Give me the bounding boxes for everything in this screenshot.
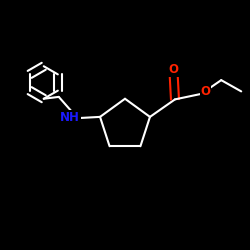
Text: O: O bbox=[169, 63, 179, 76]
Text: O: O bbox=[200, 86, 210, 98]
Text: NH: NH bbox=[60, 111, 80, 124]
